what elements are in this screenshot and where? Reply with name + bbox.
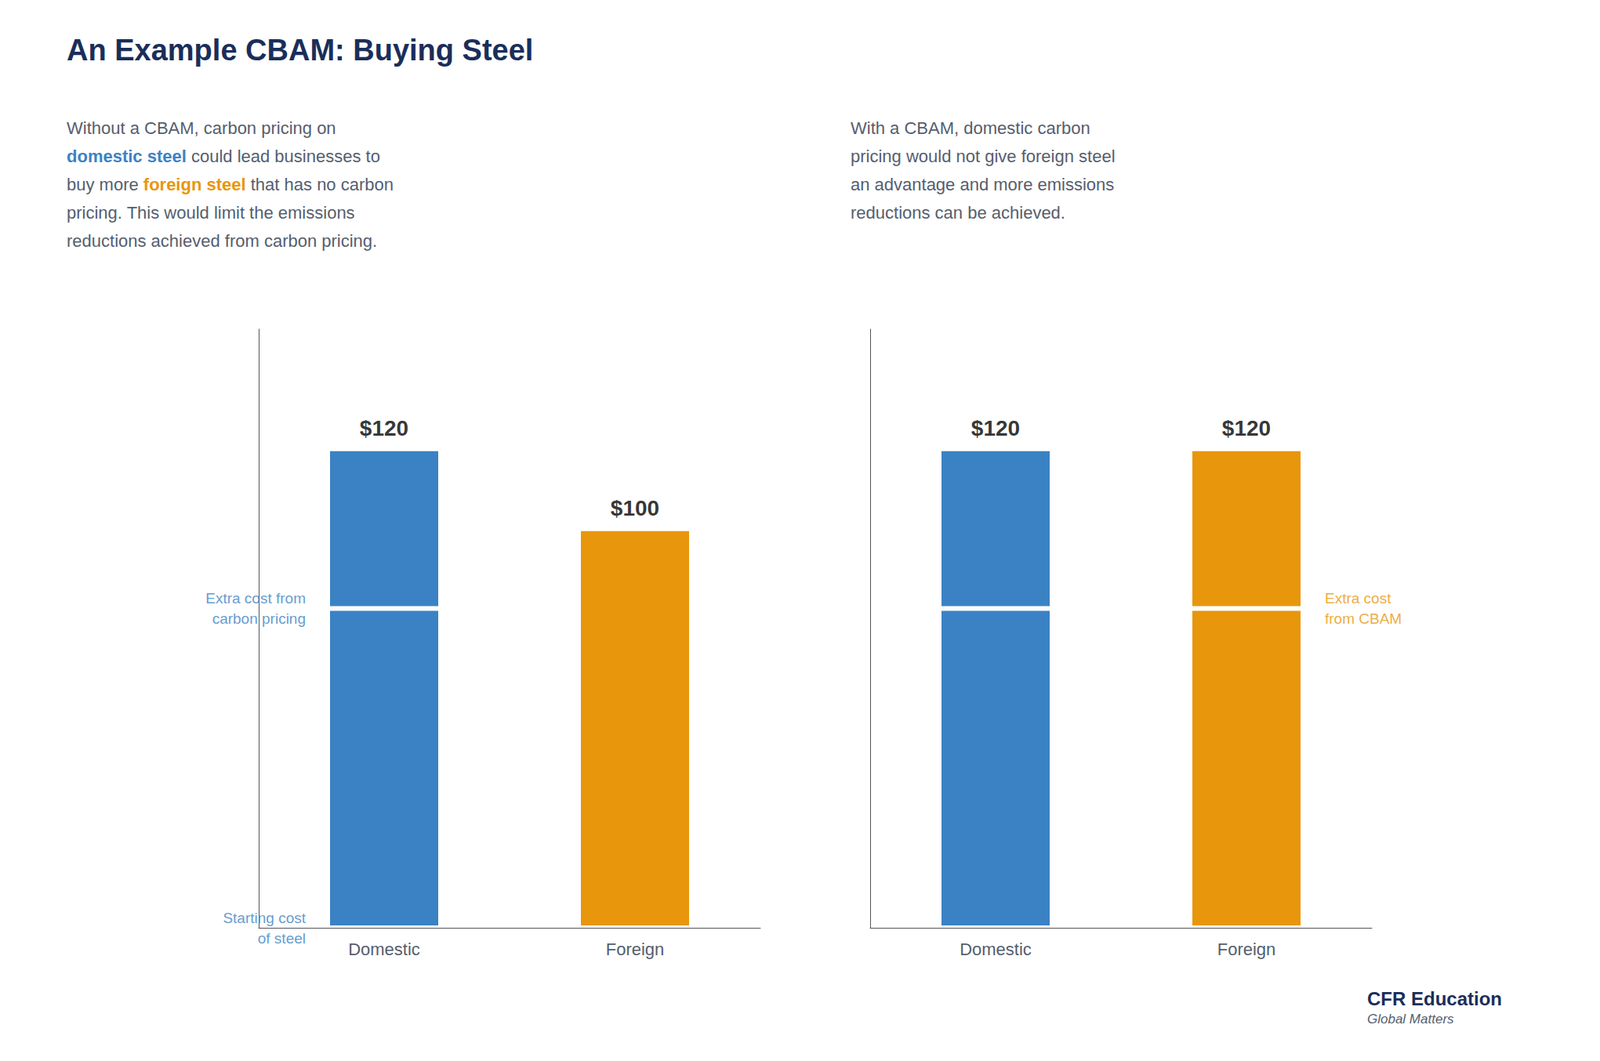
svg-text:reductions achieved from carbo: reductions achieved from carbon pricing.	[66, 231, 378, 251]
svg-text:$100: $100	[610, 496, 660, 521]
svg-text:$120: $120	[359, 416, 409, 441]
svg-text:domestic steel: domestic steel	[66, 146, 187, 167]
svg-text:Domestic: Domestic	[959, 939, 1032, 960]
svg-text:An Example CBAM: Buying Steel: An Example CBAM: Buying Steel	[66, 33, 534, 67]
svg-text:an advantage and more emission: an advantage and more emissions	[850, 174, 1114, 195]
svg-text:of steel: of steel	[257, 930, 306, 947]
svg-text:Global Matters: Global Matters	[1367, 1012, 1455, 1027]
svg-text:buy more: buy more	[66, 174, 144, 195]
svg-text:Extra cost from: Extra cost from	[205, 590, 306, 607]
svg-text:$120: $120	[1222, 416, 1271, 441]
svg-text:Starting cost: Starting cost	[222, 910, 306, 927]
svg-text:that has no carbon: that has no carbon	[246, 174, 394, 195]
svg-text:Foreign: Foreign	[1217, 939, 1277, 960]
svg-text:Foreign: Foreign	[605, 939, 665, 960]
svg-text:Without a CBAM, carbon pricing: Without a CBAM, carbon pricing on	[66, 118, 337, 138]
svg-text:reductions can be achieved.: reductions can be achieved.	[850, 203, 1066, 223]
svg-text:pricing would not give foreign: pricing would not give foreign steel	[850, 146, 1116, 167]
svg-text:foreign steel: foreign steel	[143, 174, 247, 195]
svg-text:Domestic: Domestic	[348, 939, 421, 960]
svg-text:$120: $120	[971, 416, 1020, 441]
svg-text:Extra cost: Extra cost	[1324, 590, 1392, 607]
svg-text:With a CBAM, domestic carbon: With a CBAM, domestic carbon	[850, 118, 1091, 138]
svg-text:carbon pricing: carbon pricing	[212, 610, 306, 628]
svg-text:could lead businesses to: could lead businesses to	[186, 146, 381, 167]
svg-text:CFR Education: CFR Education	[1367, 988, 1503, 1010]
svg-text:from CBAM: from CBAM	[1324, 610, 1402, 628]
svg-text:pricing. This would limit the: pricing. This would limit the emissions	[66, 203, 356, 223]
